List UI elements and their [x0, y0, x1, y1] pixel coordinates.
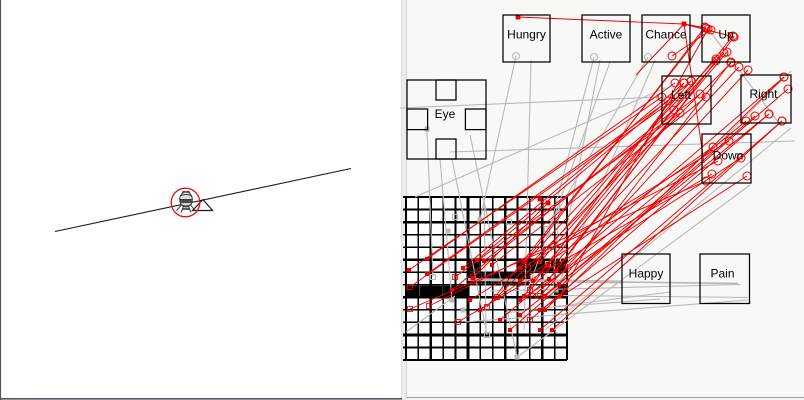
svg-text:Down: Down	[713, 149, 744, 163]
svg-text:Happy: Happy	[629, 267, 664, 281]
svg-text:Eye: Eye	[435, 107, 456, 121]
svg-text:Pain: Pain	[710, 267, 734, 281]
svg-text:Up: Up	[718, 28, 734, 42]
svg-text:Active: Active	[590, 28, 623, 42]
svg-text:Hungry: Hungry	[507, 28, 546, 42]
svg-text:Left: Left	[671, 88, 692, 102]
svg-text:Chance: Chance	[645, 28, 687, 42]
svg-text:Right: Right	[749, 87, 778, 101]
